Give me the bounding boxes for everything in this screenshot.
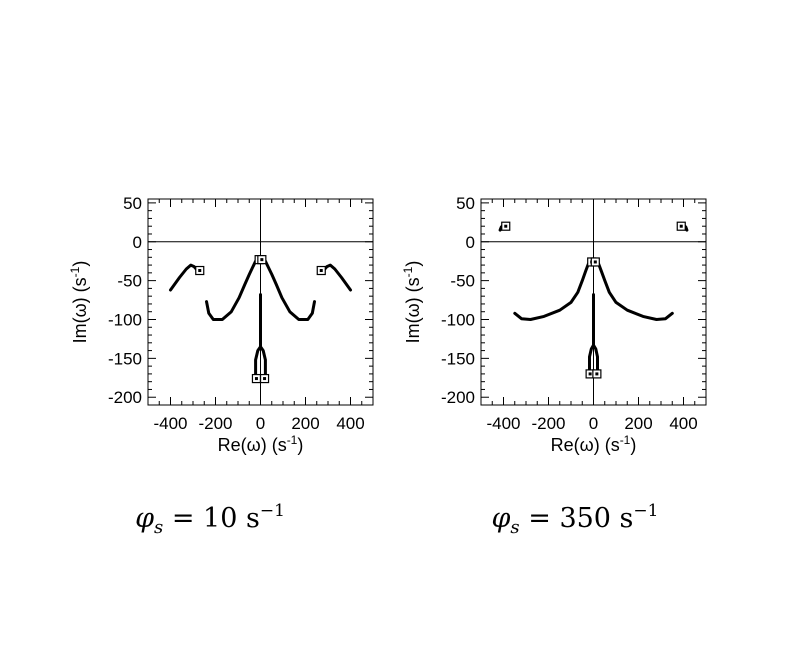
x-tick-label: 400 (336, 414, 364, 433)
square-marker-center (254, 377, 258, 381)
x-tick-label: -400 (153, 414, 187, 433)
x-tick-label: 200 (624, 414, 652, 433)
series-line-6 (259, 345, 267, 377)
series-line-1 (169, 263, 199, 292)
y-tick-label: -100 (441, 310, 475, 329)
y-tick-label: -50 (117, 272, 142, 291)
square-marker-center (679, 224, 683, 228)
series-line-2 (322, 263, 352, 292)
y-axis-label: Im(ω) (s-1) (68, 261, 90, 344)
y-tick-label: -150 (441, 349, 475, 368)
y-tick-label: -200 (108, 388, 142, 407)
x-tick-label: 200 (291, 414, 319, 433)
x-tick-label: 0 (589, 414, 598, 433)
square-marker-center (593, 260, 597, 264)
caption: φs = 350 s−1 (492, 501, 659, 538)
series-line-3 (513, 260, 595, 321)
square-marker-center (504, 224, 508, 228)
square-marker-center (260, 258, 264, 262)
y-axis-label: Im(ω) (s-1) (401, 261, 423, 344)
x-tick-label: -400 (486, 414, 520, 433)
square-marker-center (588, 372, 592, 376)
x-tick-label: 0 (256, 414, 265, 433)
x-axis-label: Re(ω) (s-1) (218, 433, 304, 455)
series-line-5 (588, 293, 595, 372)
square-marker-center (198, 269, 202, 273)
square-marker-center (595, 372, 599, 376)
y-tick-label: 50 (456, 194, 475, 213)
y-tick-label: -200 (441, 388, 475, 407)
y-tick-label: 50 (123, 194, 142, 213)
y-tick-label: -150 (108, 349, 142, 368)
y-tick-label: 0 (133, 233, 142, 252)
caption: φs = 10 s−1 (135, 501, 285, 538)
series-line-5 (254, 293, 262, 377)
series-line-4 (592, 260, 674, 321)
x-tick-label: -200 (531, 414, 565, 433)
x-axis-label: Re(ω) (s-1) (551, 433, 637, 455)
x-tick-label: 400 (669, 414, 697, 433)
x-tick-label: -200 (198, 414, 232, 433)
series-line-3 (205, 258, 262, 321)
square-marker-center (319, 269, 323, 273)
y-tick-label: -100 (108, 310, 142, 329)
series-line-4 (259, 258, 316, 321)
series-line-6 (592, 343, 599, 372)
y-tick-label: -50 (450, 272, 475, 291)
square-marker-center (263, 377, 267, 381)
y-tick-label: 0 (466, 233, 475, 252)
